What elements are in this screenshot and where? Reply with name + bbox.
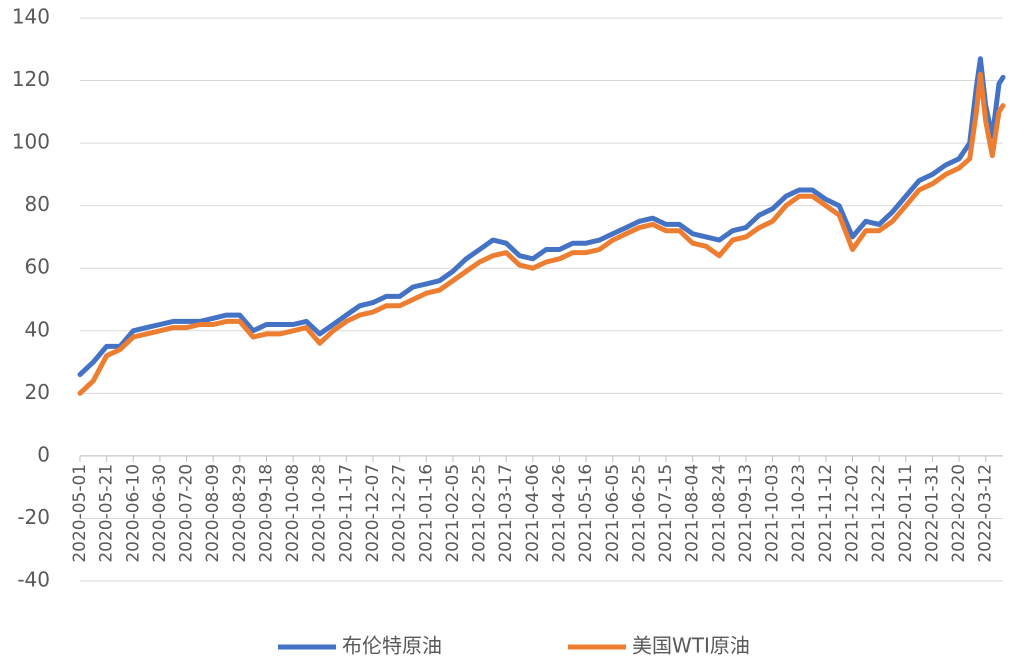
x-tick-label: 2020-12-07 bbox=[363, 464, 383, 563]
x-tick-label: 2021-08-04 bbox=[683, 464, 703, 563]
legend-label: 布伦特原油 bbox=[342, 634, 442, 658]
y-tick-label: 0 bbox=[37, 442, 50, 466]
x-tick-label: 2021-10-23 bbox=[789, 464, 809, 563]
y-tick-label: 40 bbox=[25, 317, 50, 341]
x-tick-label: 2020-10-08 bbox=[283, 464, 303, 563]
x-tick-label: 2022-01-11 bbox=[896, 464, 916, 563]
x-tick-label: 2021-01-16 bbox=[416, 464, 436, 563]
x-tick-label: 2020-08-09 bbox=[203, 464, 223, 563]
x-tick-label: 2021-09-13 bbox=[736, 464, 756, 563]
x-tick-label: 2022-01-31 bbox=[922, 464, 942, 563]
y-tick-label: -20 bbox=[17, 505, 50, 529]
y-tick-label: 100 bbox=[12, 130, 50, 154]
legend-label: 美国WTI原油 bbox=[632, 634, 750, 658]
x-tick-label: 2020-08-29 bbox=[230, 464, 250, 563]
y-tick-label: 80 bbox=[25, 192, 50, 216]
x-tick-label: 2020-10-28 bbox=[310, 464, 330, 563]
y-tick-label: 20 bbox=[25, 380, 50, 404]
x-tick-label: 2021-07-15 bbox=[656, 464, 676, 563]
x-tick-label: 2021-12-02 bbox=[842, 464, 862, 563]
x-tick-label: 2020-11-17 bbox=[336, 464, 356, 563]
x-tick-label: 2021-10-03 bbox=[763, 464, 783, 563]
x-tick-label: 2020-06-30 bbox=[150, 464, 170, 563]
x-tick-label: 2021-05-16 bbox=[576, 464, 596, 563]
x-tick-label: 2021-11-12 bbox=[816, 464, 836, 563]
x-tick-label: 2021-03-17 bbox=[496, 464, 516, 563]
x-tick-label: 2020-07-20 bbox=[177, 464, 197, 563]
x-tick-label: 2021-02-25 bbox=[470, 464, 490, 563]
y-tick-label: 60 bbox=[25, 255, 50, 279]
x-tick-label: 2021-12-22 bbox=[869, 464, 889, 563]
y-tick-label: -40 bbox=[17, 568, 50, 592]
y-tick-label: 140 bbox=[12, 5, 50, 29]
x-tick-label: 2021-06-05 bbox=[603, 464, 623, 563]
x-tick-label: 2021-04-26 bbox=[549, 464, 569, 563]
series-line bbox=[77, 71, 1006, 396]
y-tick-label: 120 bbox=[12, 67, 50, 91]
x-tick-label: 2021-04-06 bbox=[523, 464, 543, 563]
x-tick-label: 2021-06-25 bbox=[629, 464, 649, 563]
x-tick-label: 2022-02-20 bbox=[949, 464, 969, 563]
x-tick-label: 2022-03-12 bbox=[976, 464, 996, 563]
x-tick-label: 2020-05-01 bbox=[70, 464, 90, 563]
series-line bbox=[77, 56, 1006, 378]
x-tick-label: 2020-09-18 bbox=[256, 464, 276, 563]
x-tick-label: 2020-12-27 bbox=[390, 464, 410, 563]
x-tick-label: 2021-08-24 bbox=[709, 464, 729, 563]
x-tick-label: 2020-05-21 bbox=[97, 464, 117, 563]
x-tick-label: 2020-06-10 bbox=[123, 464, 143, 563]
x-tick-label: 2021-02-05 bbox=[443, 464, 463, 563]
